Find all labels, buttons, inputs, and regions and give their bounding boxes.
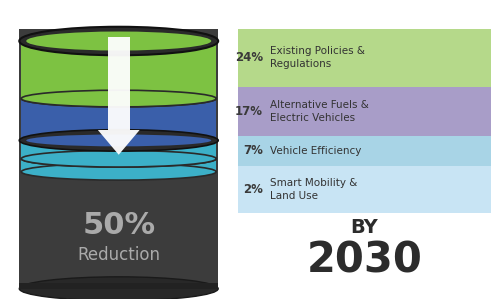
- Bar: [22, 99, 216, 140]
- Bar: [108, 37, 130, 130]
- Bar: [238, 136, 490, 166]
- Ellipse shape: [20, 130, 218, 151]
- Ellipse shape: [22, 164, 216, 180]
- Polygon shape: [98, 130, 140, 155]
- Text: Smart Mobility &
Land Use: Smart Mobility & Land Use: [270, 178, 358, 201]
- Ellipse shape: [26, 134, 211, 146]
- Ellipse shape: [29, 285, 208, 298]
- Ellipse shape: [22, 132, 216, 149]
- Ellipse shape: [26, 32, 211, 50]
- Text: 24%: 24%: [235, 51, 263, 64]
- Ellipse shape: [22, 90, 216, 107]
- Bar: [22, 140, 216, 159]
- Bar: [238, 29, 490, 87]
- Bar: [22, 41, 216, 99]
- Text: Vehicle Efficiency: Vehicle Efficiency: [270, 146, 362, 156]
- Text: Existing Policies &
Regulations: Existing Policies & Regulations: [270, 46, 365, 70]
- Text: 17%: 17%: [235, 105, 263, 118]
- Text: 2030: 2030: [306, 240, 422, 282]
- Ellipse shape: [22, 90, 216, 107]
- Bar: [20, 283, 218, 289]
- Text: 2%: 2%: [243, 183, 263, 196]
- Bar: [238, 166, 490, 213]
- Text: BY: BY: [350, 218, 378, 237]
- Ellipse shape: [22, 150, 216, 167]
- Ellipse shape: [22, 150, 216, 167]
- Text: 50%: 50%: [82, 211, 156, 240]
- Ellipse shape: [22, 132, 216, 149]
- Bar: [238, 87, 490, 136]
- Bar: [22, 159, 216, 172]
- Ellipse shape: [22, 33, 216, 49]
- Ellipse shape: [20, 27, 218, 55]
- Text: 7%: 7%: [243, 145, 263, 158]
- Bar: [20, 29, 218, 289]
- Text: Alternative Fuels &
Electric Vehicles: Alternative Fuels & Electric Vehicles: [270, 100, 369, 123]
- Text: Reduction: Reduction: [77, 246, 160, 264]
- Ellipse shape: [20, 277, 218, 300]
